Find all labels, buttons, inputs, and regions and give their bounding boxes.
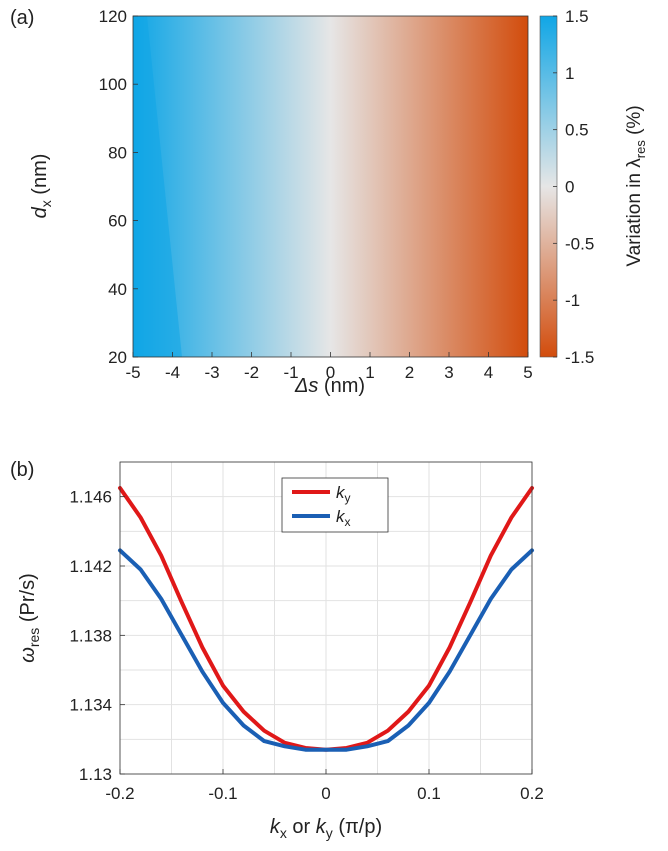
- line-plot-y-tick-label: 1.142: [69, 557, 112, 576]
- line-plot-y-tick-label: 1.138: [69, 626, 112, 645]
- heatmap-x-tick-label: 1: [365, 363, 374, 382]
- heatmap-x-axis-label: Δs (nm): [294, 375, 365, 397]
- heatmap-x-tick-label: -2: [244, 363, 259, 382]
- line-plot-x-tick-label: 0: [321, 784, 330, 803]
- line-plot-y-tick-label: 1.146: [69, 488, 112, 507]
- heatmap-y-tick-label: 40: [108, 280, 127, 299]
- heatmap-y-tick-label: 100: [99, 75, 127, 94]
- colorbar-tick-label: 0: [565, 178, 574, 197]
- panel-b-line-chart: (b) -0.2 -0.1 0 0.1 0.2 1.131.1341.1381.1421…: [10, 459, 544, 841]
- heatmap-x-tick-label: 4: [484, 363, 493, 382]
- heatmap-y-tick-label: 120: [99, 7, 127, 26]
- heatmap-x-tick-label: 3: [444, 363, 453, 382]
- heatmap-y-ticks: 20 40 60 80 100 120: [99, 7, 138, 367]
- colorbar-tick-label: 1.5: [565, 7, 589, 26]
- heatmap-y-tick-label: 20: [108, 348, 127, 367]
- line-plot-x-tick-label: -0.2: [105, 784, 134, 803]
- legend-box: [281, 477, 389, 533]
- legend-label-kx: kx: [336, 507, 351, 529]
- line-plot-x-ticks: -0.2 -0.1 0 0.1 0.2: [105, 769, 544, 803]
- heatmap-y-tick-label: 60: [108, 212, 127, 231]
- colorbar-tick-label: 1: [565, 64, 574, 83]
- heatmap-x-tick-label: 5: [523, 363, 532, 382]
- heatmap-y-axis-label: dx (nm): [29, 154, 54, 219]
- colorbar-tick-label: 0.5: [565, 121, 589, 140]
- line-plot-x-axis-label: kx or ky (π/p): [270, 816, 382, 841]
- line-plot-series: [118, 486, 534, 752]
- colorbar-ticks: -1.5 -1 -0.5 0 0.5 1 1.5: [553, 7, 594, 367]
- line-plot-x-tick-label: -0.1: [208, 784, 237, 803]
- panel-a-heatmap: (a) -5 -4 -3 -2 -1 0 1 2 3 4 5 20 40 60 80 100 120 Δs (…: [10, 7, 648, 397]
- panel-a-label: (a): [10, 7, 34, 29]
- colorbar-label: Variation in λres (%): [624, 105, 648, 266]
- line-plot-legend: ky kx: [281, 477, 389, 533]
- heatmap-skew-overlay: [133, 16, 182, 357]
- line-plot-y-tick-label: 1.134: [69, 696, 112, 715]
- heatmap-x-tick-label: 2: [405, 363, 414, 382]
- line-plot-x-tick-label: 0.1: [417, 784, 441, 803]
- colorbar-tick-label: -0.5: [565, 234, 594, 253]
- heatmap-x-ticks: -5 -4 -3 -2 -1 0 1 2 3 4 5: [125, 352, 533, 382]
- colorbar-tick-label: -1.5: [565, 348, 594, 367]
- panel-b-label: (b): [10, 459, 34, 481]
- heatmap-x-tick-label: -5: [125, 363, 140, 382]
- line-plot-y-ticks: 1.13 1.134 1.138 1.142 1.146: [69, 488, 125, 784]
- heatmap-x-tick-label: 0: [326, 363, 335, 382]
- heatmap-x-tick-label: -1: [283, 363, 298, 382]
- heatmap-x-tick-label: -3: [204, 363, 219, 382]
- series-line-kx: [118, 548, 534, 752]
- line-plot-y-tick-label: 1.13: [79, 765, 112, 784]
- colorbar-tick-label: -1: [565, 291, 580, 310]
- line-plot-y-axis-label: ωres (Pr/s): [17, 573, 42, 662]
- legend-label-ky: ky: [336, 483, 351, 505]
- line-plot-x-tick-label: 0.2: [520, 784, 544, 803]
- heatmap-field: [133, 16, 528, 357]
- heatmap-x-tick-label: -4: [165, 363, 180, 382]
- heatmap-y-tick-label: 80: [108, 143, 127, 162]
